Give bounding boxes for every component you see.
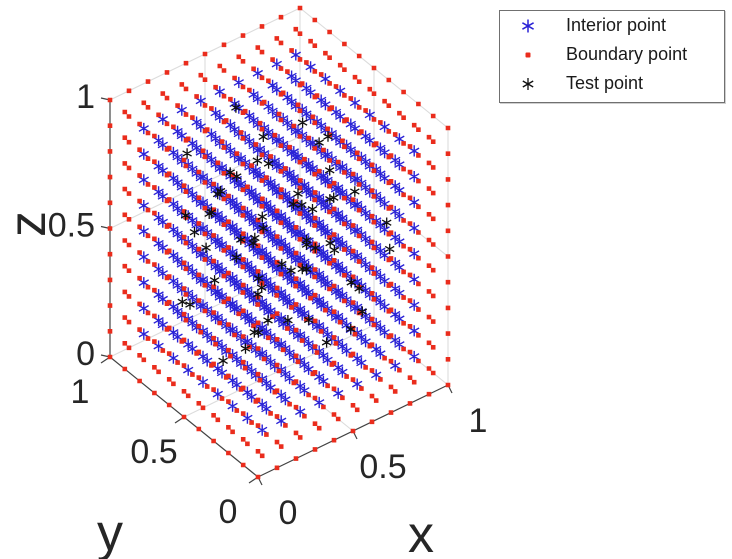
svg-text:1: 1 bbox=[76, 78, 95, 116]
legend-label: Interior point bbox=[566, 15, 667, 35]
svg-text:0.5: 0.5 bbox=[130, 433, 177, 471]
y-axis-label: y bbox=[97, 504, 123, 559]
legend: Interior point Boundary point Test point bbox=[499, 10, 725, 103]
svg-text:0.5: 0.5 bbox=[359, 448, 406, 486]
svg-text:0.5: 0.5 bbox=[48, 207, 95, 245]
svg-text:1: 1 bbox=[469, 402, 488, 440]
x-axis-label: x bbox=[408, 506, 434, 559]
legend-item-boundary: Boundary point bbox=[500, 40, 724, 69]
boundary-point-dot-icon bbox=[525, 52, 531, 57]
svg-text:1: 1 bbox=[71, 373, 90, 411]
legend-label: Test point bbox=[566, 73, 644, 93]
test-point-asterisk-icon bbox=[522, 77, 534, 90]
legend-item-test: Test point bbox=[500, 69, 724, 98]
legend-item-interior: Interior point bbox=[500, 11, 724, 40]
test-points bbox=[177, 102, 395, 366]
svg-text:0: 0 bbox=[219, 493, 238, 531]
svg-text:0: 0 bbox=[76, 335, 95, 373]
z-axis-label: z bbox=[0, 211, 57, 237]
legend-label: Boundary point bbox=[566, 44, 688, 64]
interior-point-asterisk-icon bbox=[522, 19, 534, 32]
tick-labels: 0 0 0 0.5 0.5 0.5 1 1 1 bbox=[48, 78, 488, 532]
interior-points bbox=[138, 49, 420, 436]
svg-text:0: 0 bbox=[279, 494, 298, 532]
